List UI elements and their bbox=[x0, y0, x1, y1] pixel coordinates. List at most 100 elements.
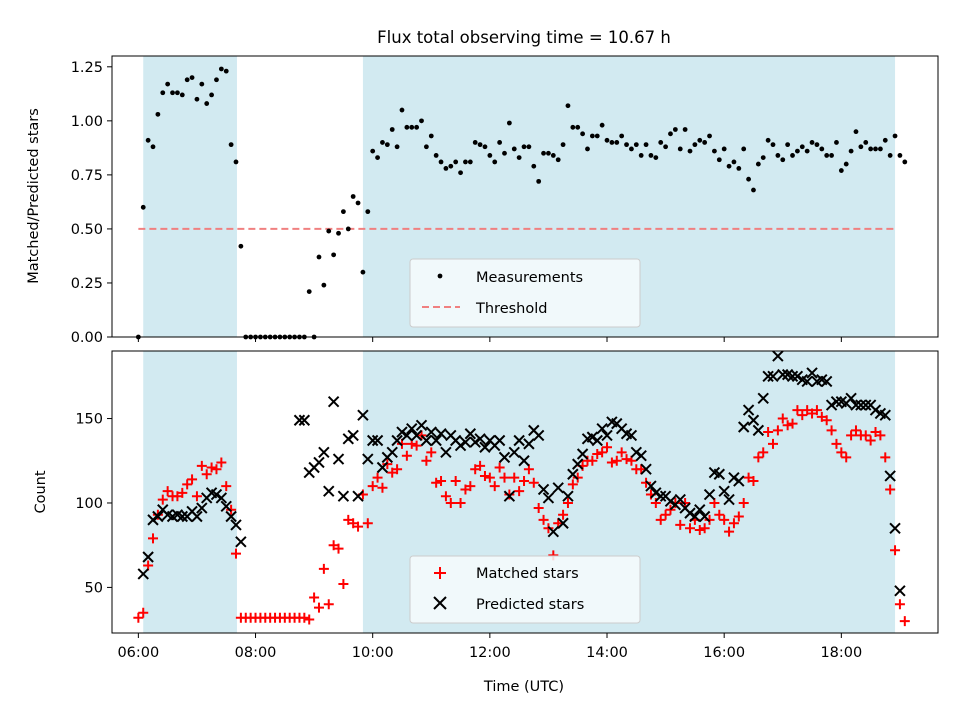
measurement-point bbox=[160, 90, 166, 96]
measurement-point bbox=[834, 140, 839, 145]
predicted-star-point bbox=[371, 434, 384, 447]
matched-star-point bbox=[733, 511, 744, 522]
predicted-star-point bbox=[825, 399, 838, 411]
predicted-star-point bbox=[191, 510, 203, 523]
x-tick-label: 18:00 bbox=[820, 645, 862, 661]
predicted-star-point bbox=[425, 426, 437, 438]
x-tick-label: 06:00 bbox=[117, 645, 159, 661]
top-y-ticks: 0.00 0.25 0.50 0.75 1.00 1.25 bbox=[71, 60, 112, 346]
matched-star-point bbox=[489, 481, 500, 492]
predicted-star-point bbox=[337, 490, 350, 502]
predicted-star-point bbox=[454, 439, 467, 452]
measurement-point bbox=[838, 168, 844, 173]
predicted-star-point bbox=[352, 490, 364, 502]
y-tick-label: 0.25 bbox=[71, 276, 103, 292]
measurement-point bbox=[218, 66, 224, 72]
measurement-point bbox=[521, 144, 527, 150]
measurement-point bbox=[726, 163, 732, 169]
matched-star-point bbox=[191, 491, 202, 502]
measurement-point bbox=[648, 153, 654, 158]
predicted-star-point bbox=[230, 519, 242, 531]
matched-star-point bbox=[680, 497, 691, 508]
measurement-point bbox=[506, 120, 512, 126]
x-tick-label: 10:00 bbox=[352, 645, 394, 661]
measurement-point bbox=[189, 75, 195, 81]
predicted-star-point bbox=[391, 434, 403, 447]
matched-star-point bbox=[694, 524, 705, 535]
matched-star-point bbox=[811, 405, 822, 416]
matched-star-point bbox=[382, 459, 393, 470]
measurement-point bbox=[663, 144, 668, 150]
predicted-star-point bbox=[830, 395, 843, 408]
measurement-point bbox=[712, 148, 717, 154]
measurement-point bbox=[668, 131, 673, 137]
predicted-star-point bbox=[493, 434, 506, 447]
measurement-point bbox=[443, 166, 449, 171]
measurement-point bbox=[536, 178, 542, 184]
matched-star-point bbox=[479, 470, 490, 481]
legend-threshold-label: Threshold bbox=[475, 301, 547, 317]
measurement-point bbox=[497, 140, 503, 145]
predicted-star-point bbox=[523, 438, 535, 450]
measurement-point bbox=[809, 140, 815, 145]
measurement-point bbox=[609, 140, 615, 145]
bottom-plot-frame bbox=[111, 350, 939, 634]
measurement-point bbox=[677, 146, 683, 152]
measurement-point bbox=[746, 176, 751, 182]
predicted-star-point bbox=[508, 446, 520, 459]
predicted-star-point bbox=[596, 422, 608, 435]
predicted-star-point bbox=[694, 504, 706, 516]
predicted-star-point bbox=[318, 446, 330, 459]
measurement-point bbox=[140, 204, 146, 210]
matched-star-point bbox=[162, 486, 173, 497]
measurement-point bbox=[492, 159, 498, 165]
matched-star-point bbox=[538, 514, 549, 525]
x-tick-label: 14:00 bbox=[586, 645, 628, 661]
matched-star-point bbox=[372, 472, 383, 483]
matched-star-point bbox=[421, 455, 432, 466]
matched-star-point bbox=[728, 518, 739, 529]
y-tick-label: 100 bbox=[75, 496, 103, 512]
predicted-star-point bbox=[142, 551, 154, 563]
measurement-point bbox=[463, 159, 468, 165]
measurement-point bbox=[770, 142, 776, 148]
measurement-point bbox=[858, 144, 864, 150]
matched-stars-points bbox=[133, 405, 910, 627]
matched-star-point bbox=[377, 482, 388, 493]
matched-star-point bbox=[650, 497, 661, 508]
predicted-star-point bbox=[567, 468, 579, 480]
predicted-star-point bbox=[557, 517, 569, 529]
measurement-point bbox=[804, 148, 810, 154]
measurement-point bbox=[604, 137, 610, 143]
predicted-star-point bbox=[293, 414, 306, 426]
measurement-point bbox=[404, 124, 410, 130]
y-tick-label: 0.50 bbox=[71, 222, 103, 238]
matched-star-point bbox=[431, 477, 442, 488]
measurement-point bbox=[716, 157, 722, 163]
matched-star-point bbox=[426, 447, 437, 458]
measurement-point bbox=[165, 81, 171, 87]
measurement-point bbox=[619, 133, 625, 139]
measurement-point bbox=[526, 144, 532, 150]
predicted-star-point bbox=[645, 480, 657, 492]
measurement-point bbox=[399, 107, 405, 113]
measurement-point bbox=[697, 137, 703, 143]
matched-star-point bbox=[475, 460, 486, 471]
measurement-point bbox=[179, 92, 185, 98]
measurement-point bbox=[477, 142, 483, 148]
matched-star-point bbox=[504, 489, 515, 500]
measurement-point bbox=[775, 153, 781, 158]
measurement-point bbox=[785, 142, 791, 148]
predicted-star-point bbox=[513, 434, 525, 447]
measurement-point bbox=[682, 127, 688, 132]
matched-star-point bbox=[196, 460, 207, 471]
measurement-point bbox=[702, 140, 708, 145]
matched-star-point bbox=[846, 430, 857, 441]
measurement-point bbox=[692, 142, 698, 148]
measurement-point bbox=[687, 148, 693, 154]
predicted-star-point bbox=[410, 429, 423, 442]
predicted-star-point bbox=[396, 426, 408, 438]
matched-star-point bbox=[494, 462, 505, 473]
measurement-point bbox=[643, 142, 649, 148]
measurement-point bbox=[453, 159, 459, 165]
